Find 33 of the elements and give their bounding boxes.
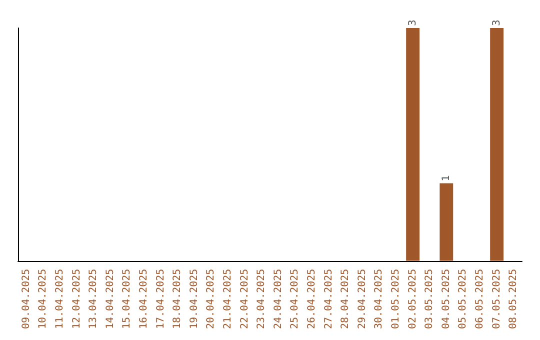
x-tick-label: 26.04.2025 <box>306 268 318 330</box>
x-tick-label: 01.05.2025 <box>390 268 402 330</box>
x-tick-label: 29.04.2025 <box>356 268 368 330</box>
x-tick-label: 04.05.2025 <box>440 268 452 330</box>
x-tick-label: 11.04.2025 <box>54 268 66 330</box>
x-tick-label: 02.05.2025 <box>407 268 418 330</box>
x-tick-label: 18.04.2025 <box>172 268 184 330</box>
x-tick-label: 14.04.2025 <box>104 268 116 330</box>
x-tick-label: 24.04.2025 <box>272 268 284 330</box>
x-tick-label: 12.04.2025 <box>71 268 82 330</box>
x-tick-label: 17.04.2025 <box>155 268 166 330</box>
x-tick-label: 28.04.2025 <box>340 268 352 330</box>
x-tick-label: 19.04.2025 <box>188 268 200 330</box>
data-label: 1 <box>440 174 452 182</box>
x-tick-label: 13.04.2025 <box>88 268 100 330</box>
x-tick-label: 20.04.2025 <box>206 268 217 330</box>
x-tick-label: 25.04.2025 <box>290 268 301 330</box>
x-tick-label: 16.04.2025 <box>138 268 150 330</box>
x-tick-label: 15.04.2025 <box>122 268 133 330</box>
data-label: 3 <box>491 20 502 26</box>
x-tick-label: 06.05.2025 <box>474 268 486 330</box>
x-tick-label: 03.05.2025 <box>424 268 436 330</box>
x-tick-label: 22.04.2025 <box>239 268 250 330</box>
x-tick-label: 30.04.2025 <box>374 268 385 330</box>
x-tick-label: 27.04.2025 <box>323 268 334 330</box>
x-tick-label: 05.05.2025 <box>458 268 469 330</box>
x-tick-label: 21.04.2025 <box>222 268 234 330</box>
x-tick-label: 23.04.2025 <box>256 268 268 330</box>
x-tick-label: 08.05.2025 <box>508 268 520 330</box>
x-tick-label: 10.04.2025 <box>38 268 49 330</box>
data-label: 3 <box>407 20 418 26</box>
x-tick-label: 09.04.2025 <box>20 268 32 330</box>
x-tick-label: 07.05.2025 <box>491 268 502 330</box>
